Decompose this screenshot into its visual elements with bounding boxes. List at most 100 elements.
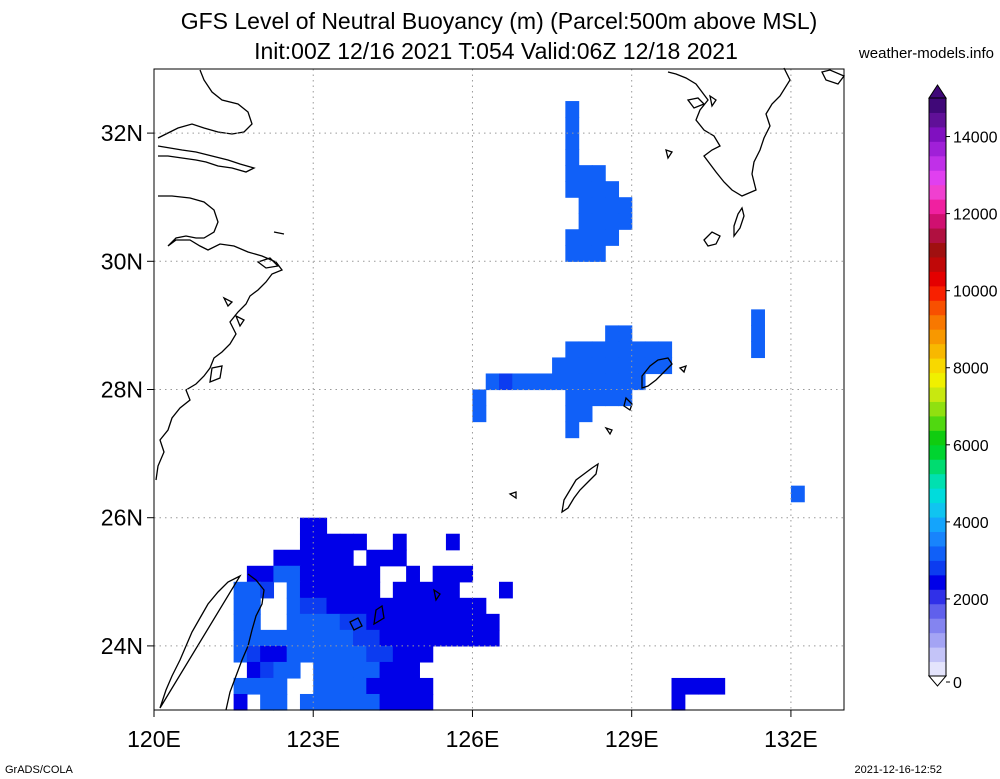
amami-islands — [349, 357, 688, 631]
field-cell — [538, 373, 553, 391]
field-cell — [605, 325, 620, 343]
field-cell — [246, 565, 275, 583]
field-cell — [578, 405, 593, 423]
field-cell — [565, 181, 580, 198]
field-cell — [565, 229, 580, 246]
colorbar-swatch — [929, 647, 946, 663]
field-cell — [353, 677, 367, 695]
field-cell — [618, 373, 633, 391]
colorbar-swatch — [929, 343, 946, 359]
field-cell — [339, 533, 354, 551]
taiwan-coastline — [159, 573, 265, 711]
field-cell — [605, 213, 620, 230]
colorbar-swatch — [929, 401, 946, 417]
field-cell — [246, 645, 261, 663]
field-cell — [485, 373, 500, 391]
lon-tick-label: 132E — [764, 726, 818, 752]
field-cell — [260, 645, 288, 663]
field-cell — [366, 613, 500, 631]
field-cell — [578, 229, 593, 246]
field-cell — [432, 565, 474, 583]
field-cell — [260, 677, 288, 695]
buoyancy-field — [233, 101, 805, 711]
field-cell — [671, 693, 686, 711]
field-cell — [565, 149, 580, 166]
field-cell — [353, 661, 381, 679]
field-cell — [565, 101, 580, 118]
field-cell — [299, 533, 314, 551]
colorbar-swatch — [929, 98, 946, 113]
field-cell — [246, 661, 261, 679]
field-cell — [565, 373, 580, 391]
field-cell — [353, 533, 367, 551]
field-cell — [591, 373, 606, 391]
field-cell — [565, 245, 580, 262]
colorbar-tick-label: 12000 — [953, 207, 998, 224]
field-cell — [233, 645, 248, 663]
colorbar-swatch — [929, 459, 946, 475]
field-cell — [286, 613, 301, 631]
field-cell — [445, 533, 460, 551]
field-cell — [658, 341, 673, 359]
field-cell — [591, 181, 606, 198]
colorbar-swatch — [929, 473, 946, 489]
colorbar-swatch — [929, 661, 946, 677]
colorbar-tick-label: 2000 — [953, 592, 989, 609]
field-cell — [578, 213, 593, 230]
colorbar-swatch — [929, 112, 946, 128]
field-cell — [578, 357, 593, 375]
software-credit: GrADS/COLA — [5, 764, 73, 776]
field-cell — [472, 389, 487, 407]
colorbar-swatch — [929, 141, 946, 157]
field-cell — [366, 581, 381, 599]
render-timestamp: 2021-12-16-12:52 — [854, 764, 942, 776]
field-cell — [591, 389, 606, 407]
field-cell — [379, 661, 420, 679]
field-cell — [631, 341, 646, 359]
field-cell — [565, 117, 580, 134]
field-cell — [366, 645, 394, 663]
field-cell — [326, 533, 341, 551]
field-cell — [605, 389, 620, 407]
lon-tick-label: 126E — [446, 726, 500, 752]
colorbar-tick-label: 14000 — [953, 130, 998, 147]
field-cell — [419, 677, 434, 695]
field-cell — [525, 373, 540, 391]
colorbar-swatch — [929, 531, 946, 547]
field-cell — [751, 309, 765, 326]
field-cell — [313, 533, 328, 551]
colorbar-tick-label: 10000 — [953, 284, 998, 301]
field-cell — [260, 661, 275, 679]
field-cell — [260, 581, 275, 599]
field-cell — [379, 629, 487, 647]
field-cell — [499, 373, 513, 391]
field-cell — [339, 693, 381, 711]
field-cell — [591, 197, 606, 214]
colorbar-tick-label: 8000 — [953, 361, 989, 378]
field-cell — [260, 629, 314, 647]
field-cell — [591, 245, 606, 262]
field-cell — [751, 325, 765, 343]
colorbar-swatch — [929, 155, 946, 171]
colorbar-swatch — [929, 444, 946, 460]
colorbar-swatch — [929, 170, 946, 186]
field-cell — [591, 213, 606, 230]
field-cell — [578, 389, 593, 407]
field-cell — [353, 629, 381, 647]
field-cell — [618, 389, 633, 407]
colorbar-swatch — [929, 488, 946, 504]
field-cell — [605, 357, 620, 375]
field-cell — [790, 485, 805, 503]
field-cell — [698, 677, 726, 695]
lon-tick-label: 129E — [605, 726, 659, 752]
field-cell — [565, 421, 580, 439]
colorbar-swatch — [929, 517, 946, 532]
field-cell — [618, 341, 633, 359]
colorbar-swatch — [929, 300, 946, 316]
field-cell — [392, 533, 407, 551]
field-cell — [313, 645, 367, 663]
field-cell — [605, 197, 620, 214]
lat-tick-label: 28N — [101, 377, 143, 403]
field-cell — [392, 581, 460, 599]
field-cell — [286, 597, 301, 615]
